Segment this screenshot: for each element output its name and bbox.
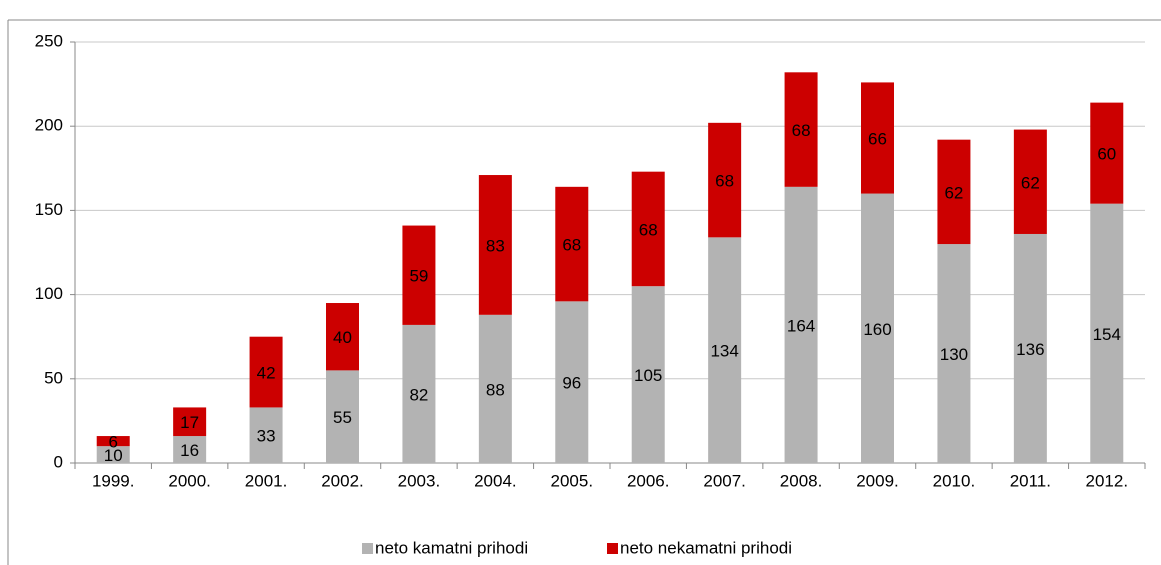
bar-segment — [1013, 233, 1047, 463]
bar-segment — [173, 407, 207, 437]
bar-segment — [402, 324, 436, 463]
bar-segment — [96, 446, 130, 463]
data-label: 17 — [180, 413, 199, 432]
data-label: 6 — [108, 433, 117, 452]
bar-segment — [478, 314, 512, 463]
data-label: 68 — [792, 121, 811, 140]
data-label: 136 — [1016, 340, 1044, 359]
y-tick-label: 200 — [35, 116, 63, 135]
x-tick-label: 2010. — [933, 471, 976, 490]
bar-segment — [937, 244, 971, 463]
data-label: 42 — [257, 364, 276, 383]
data-label: 59 — [409, 267, 428, 286]
legend-label: neto kamatni prihodi — [375, 538, 528, 557]
x-tick-label: 2002. — [321, 471, 364, 490]
data-label: 68 — [715, 172, 734, 191]
data-label: 130 — [940, 345, 968, 364]
bar-segment — [326, 370, 359, 463]
data-label: 134 — [710, 342, 738, 361]
bar-segment — [326, 303, 359, 371]
data-label: 83 — [486, 236, 505, 255]
x-tick-label: 2001. — [245, 471, 288, 490]
legend-swatch — [607, 543, 618, 554]
x-tick-label: 2011. — [1010, 471, 1051, 490]
x-tick-label: 2007. — [703, 471, 746, 490]
x-tick-label: 2004. — [474, 471, 517, 490]
y-tick-label: 250 — [35, 31, 63, 50]
data-label: 105 — [634, 366, 662, 385]
x-tick-label: 2005. — [551, 471, 594, 490]
x-tick-label: 2003. — [398, 471, 441, 490]
data-label: 10 — [104, 446, 123, 465]
legend-swatch — [362, 543, 373, 554]
bar-segment — [708, 122, 742, 238]
data-label: 154 — [1093, 325, 1121, 344]
legend-label: neto nekamatni prihodi — [620, 538, 792, 557]
x-tick-label: 1999. — [92, 471, 135, 490]
data-label: 60 — [1097, 145, 1116, 164]
data-label: 16 — [180, 441, 199, 460]
y-tick-label: 50 — [44, 368, 63, 387]
x-tick-label: 2000. — [168, 471, 211, 490]
bar-segment — [784, 186, 818, 463]
bar-segment — [249, 336, 283, 408]
data-label: 55 — [333, 408, 352, 427]
bar-segment — [861, 82, 894, 194]
bar-segment — [631, 286, 665, 463]
data-label: 66 — [868, 129, 887, 148]
bar-segment — [555, 301, 589, 463]
bar-segment — [478, 175, 512, 315]
bar-segment — [96, 436, 130, 447]
data-label: 33 — [257, 427, 276, 446]
y-tick-label: 0 — [54, 452, 63, 471]
data-label: 62 — [944, 183, 963, 202]
x-tick-label: 2012. — [1086, 471, 1129, 490]
bar-segment — [708, 237, 742, 463]
bar-segment — [784, 72, 818, 187]
data-label: 62 — [1021, 173, 1040, 192]
x-tick-label: 2006. — [627, 471, 670, 490]
data-label: 88 — [486, 380, 505, 399]
x-tick-label: 2009. — [856, 471, 899, 490]
data-label: 96 — [562, 374, 581, 393]
bar-segment — [249, 407, 283, 463]
data-label: 164 — [787, 316, 815, 335]
bar-segment — [631, 171, 665, 287]
bar-segment — [173, 436, 207, 463]
y-tick-label: 100 — [35, 284, 63, 303]
y-tick-label: 150 — [35, 200, 63, 219]
data-label: 68 — [639, 220, 658, 239]
data-label: 82 — [409, 385, 428, 404]
bar-segment — [1090, 102, 1124, 204]
data-label: 40 — [333, 328, 352, 347]
bar-segment — [555, 186, 589, 302]
data-label: 68 — [562, 236, 581, 255]
bar-segment — [1090, 203, 1124, 463]
bar-segment — [861, 193, 894, 463]
bar-segment — [402, 225, 436, 325]
x-tick-label: 2008. — [780, 471, 823, 490]
bar-segment — [937, 139, 971, 245]
data-label: 160 — [863, 320, 891, 339]
bar-segment — [1013, 129, 1047, 234]
